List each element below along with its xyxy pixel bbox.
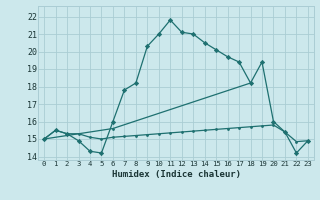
- X-axis label: Humidex (Indice chaleur): Humidex (Indice chaleur): [111, 170, 241, 179]
